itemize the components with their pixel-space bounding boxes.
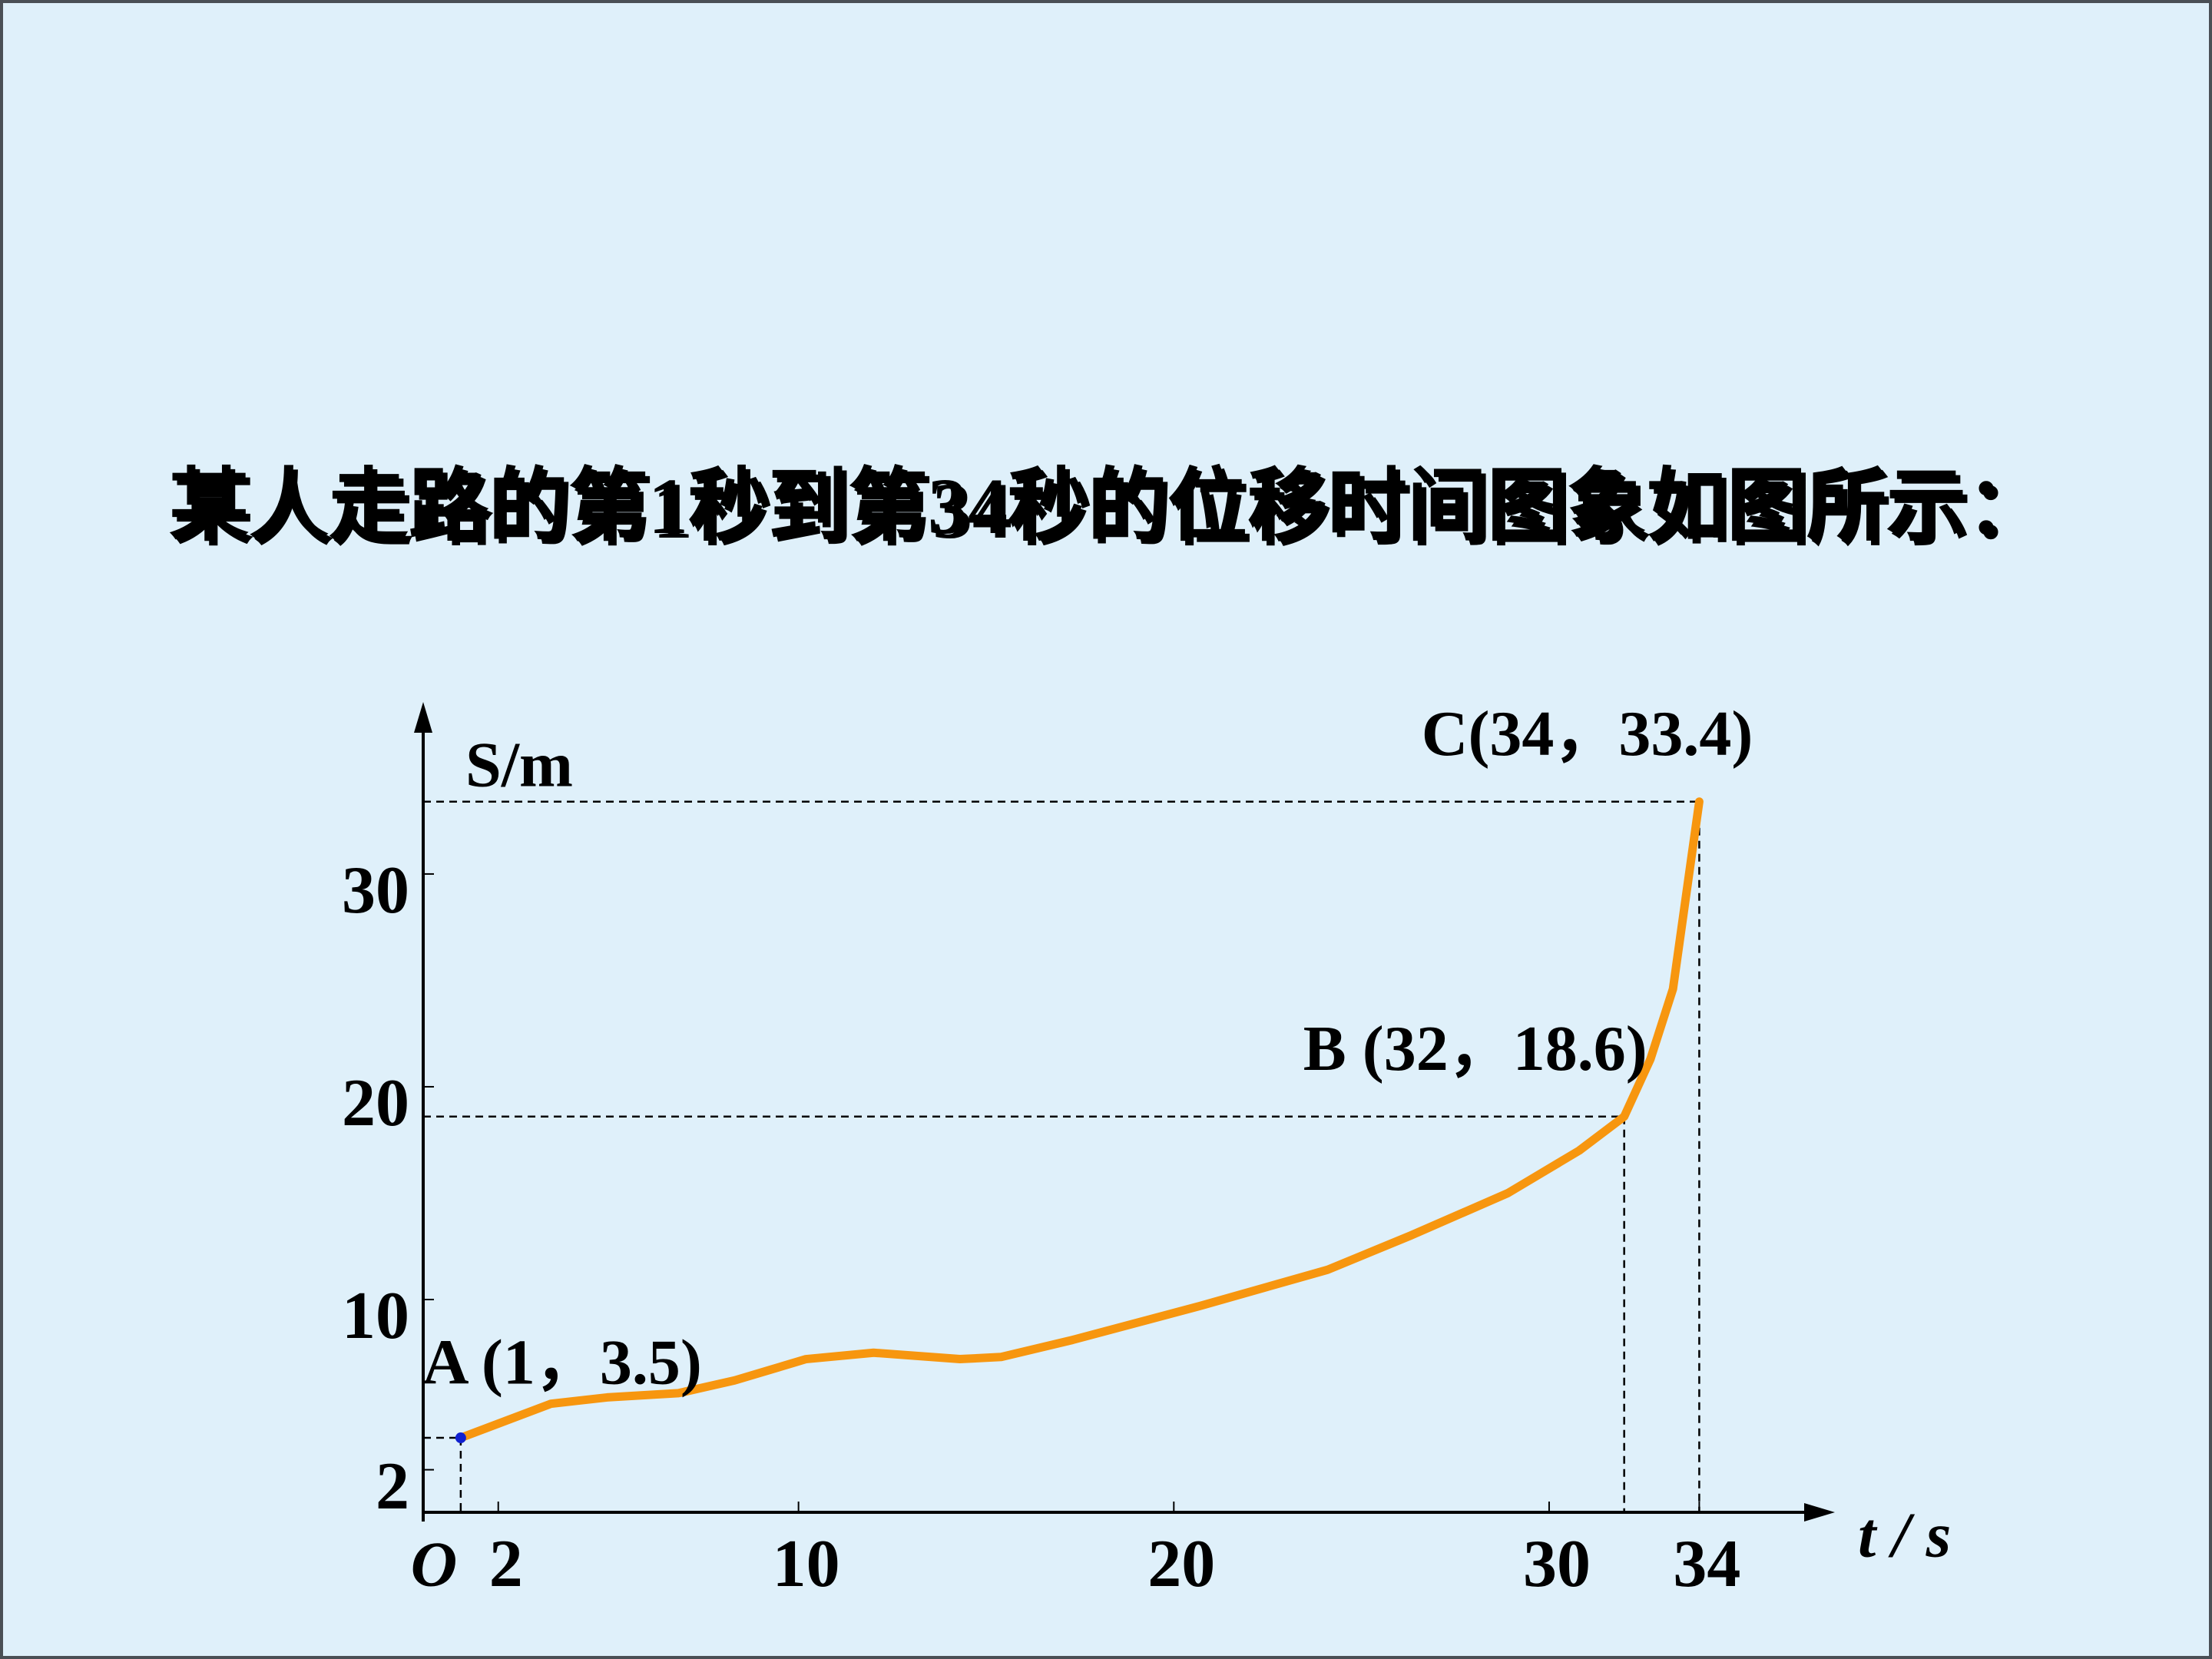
chart-title: 某人走路的第1秒到第34秒的位移时间图象如图所示： — [169, 462, 2046, 551]
y-tick-label: 30 — [342, 853, 409, 928]
x-axis-label: t / s — [1858, 1499, 1951, 1571]
y-tick-label: 20 — [342, 1066, 409, 1141]
y-tick-label: 2 — [376, 1449, 409, 1524]
x-tick-label: 20 — [1147, 1527, 1215, 1601]
line — [456, 797, 1704, 1442]
annotation-label: A (1，3.5) — [422, 1326, 702, 1398]
origin-label: O — [411, 1528, 458, 1600]
annotation-label: C(34，33.4) — [1422, 698, 1753, 770]
y-tick-label: 10 — [342, 1279, 409, 1353]
annotation-label: B (32，18.6) — [1303, 1013, 1647, 1084]
x-tick-label: 2 — [489, 1527, 523, 1601]
x-tick-label: 10 — [773, 1527, 840, 1601]
y-axis-arrow — [414, 702, 432, 733]
title-shadow: 某人走路的第1秒到第34秒的位移时间图象如图所示： — [174, 467, 2051, 555]
x-axis-arrow — [1804, 1503, 1835, 1522]
y-axis-label: S/m — [465, 729, 573, 800]
x-tick-label: 34 — [1673, 1527, 1740, 1601]
point-a — [455, 1432, 466, 1444]
x-tick-label: 30 — [1523, 1527, 1591, 1601]
